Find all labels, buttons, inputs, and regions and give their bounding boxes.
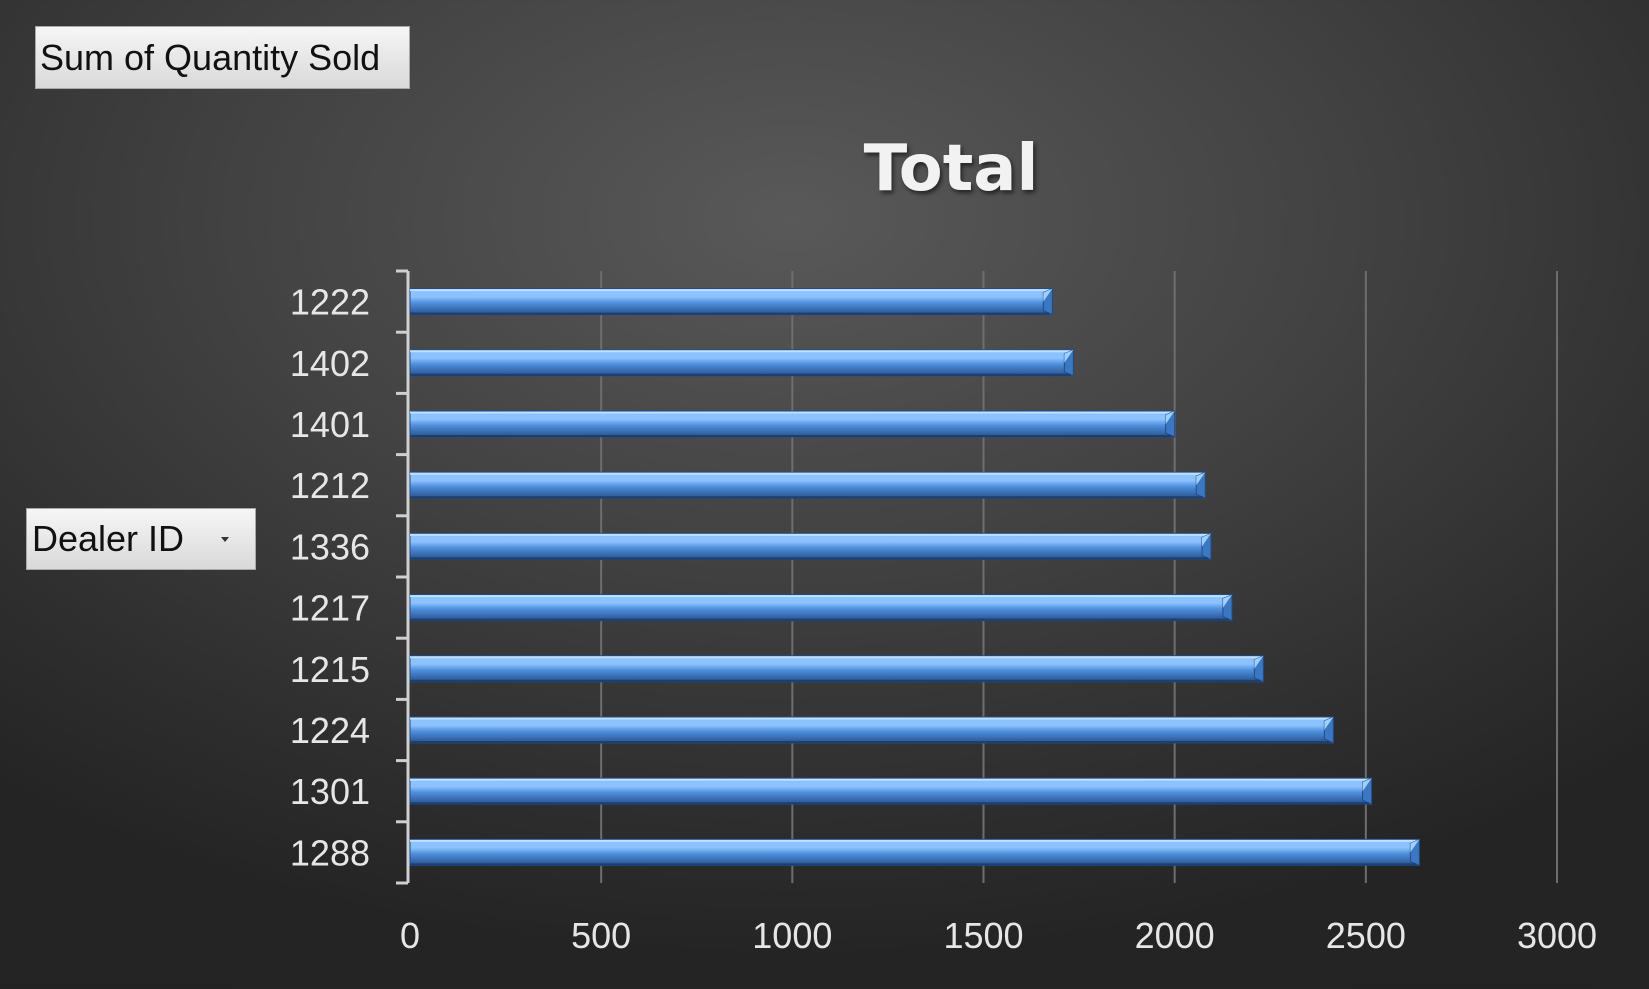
axis-field-label: Dealer ID — [32, 518, 185, 559]
y-tick-label-1301: 1301 — [290, 771, 370, 812]
x-tick-label-0: 0 — [400, 915, 420, 956]
x-tick-label-3000: 3000 — [1517, 915, 1597, 956]
bar-1212[interactable] — [409, 471, 1206, 499]
bar-end-highlight-1222 — [1043, 288, 1053, 302]
bar-1336[interactable] — [409, 532, 1212, 561]
bar-body-1301 — [409, 777, 1373, 805]
sum-of-quantity-sold-field-button[interactable]: Sum of Quantity Sold — [35, 26, 410, 89]
bar-end-highlight-1401 — [1165, 411, 1175, 424]
bar-end-highlight-1402 — [1064, 349, 1074, 363]
y-tick-label-1215: 1215 — [290, 649, 370, 690]
chart-title: Total — [863, 132, 1039, 206]
bar-1402[interactable] — [409, 349, 1074, 377]
bar-1401[interactable] — [409, 410, 1176, 438]
y-tick-label-1288: 1288 — [290, 832, 370, 873]
y-tick-label-1212: 1212 — [290, 465, 370, 506]
bar-1224[interactable] — [409, 716, 1334, 744]
x-tick-label-1500: 1500 — [943, 915, 1023, 956]
x-tick-label-2500: 2500 — [1326, 915, 1406, 956]
y-tick-label-1222: 1222 — [290, 282, 370, 323]
bar-1301[interactable] — [409, 777, 1373, 805]
bar-body-1217 — [409, 594, 1233, 622]
bar-1217[interactable] — [409, 593, 1233, 622]
x-tick-label-2000: 2000 — [1135, 915, 1215, 956]
dealer-id-field-button[interactable]: Dealer ID — [26, 508, 256, 570]
bar-end-highlight-1336 — [1201, 533, 1211, 547]
y-tick-label-1336: 1336 — [290, 526, 370, 567]
bar-end-highlight-1212 — [1196, 472, 1206, 486]
y-tick-label-1401: 1401 — [290, 404, 370, 445]
bar-end-highlight-1215 — [1254, 655, 1264, 669]
bar-body-1212 — [409, 471, 1206, 499]
value-field-label: Sum of Quantity Sold — [40, 36, 381, 78]
dropdown-arrow-icon[interactable] — [221, 537, 229, 542]
bar-end-highlight-1217 — [1223, 594, 1233, 608]
bar-body-1401 — [409, 410, 1176, 438]
bar-body-1224 — [409, 716, 1334, 744]
bar-body-1215 — [409, 655, 1264, 683]
bar-body-1402 — [409, 349, 1074, 377]
bar-1215[interactable] — [409, 655, 1264, 683]
x-tick-label-500: 500 — [571, 915, 631, 956]
bar-body-1336 — [409, 532, 1212, 560]
bar-body-1288 — [409, 838, 1420, 866]
bar-1222[interactable] — [409, 287, 1053, 316]
y-tick-label-1224: 1224 — [290, 710, 370, 751]
bar-end-highlight-1288 — [1410, 839, 1420, 853]
bar-1288[interactable] — [409, 838, 1420, 867]
bar-end-highlight-1224 — [1324, 717, 1334, 730]
bar-body-1222 — [409, 288, 1053, 316]
y-tick-label-1217: 1217 — [290, 588, 370, 629]
x-tick-label-1000: 1000 — [752, 915, 832, 956]
bar-end-highlight-1301 — [1362, 778, 1372, 792]
y-tick-label-1402: 1402 — [290, 343, 370, 384]
